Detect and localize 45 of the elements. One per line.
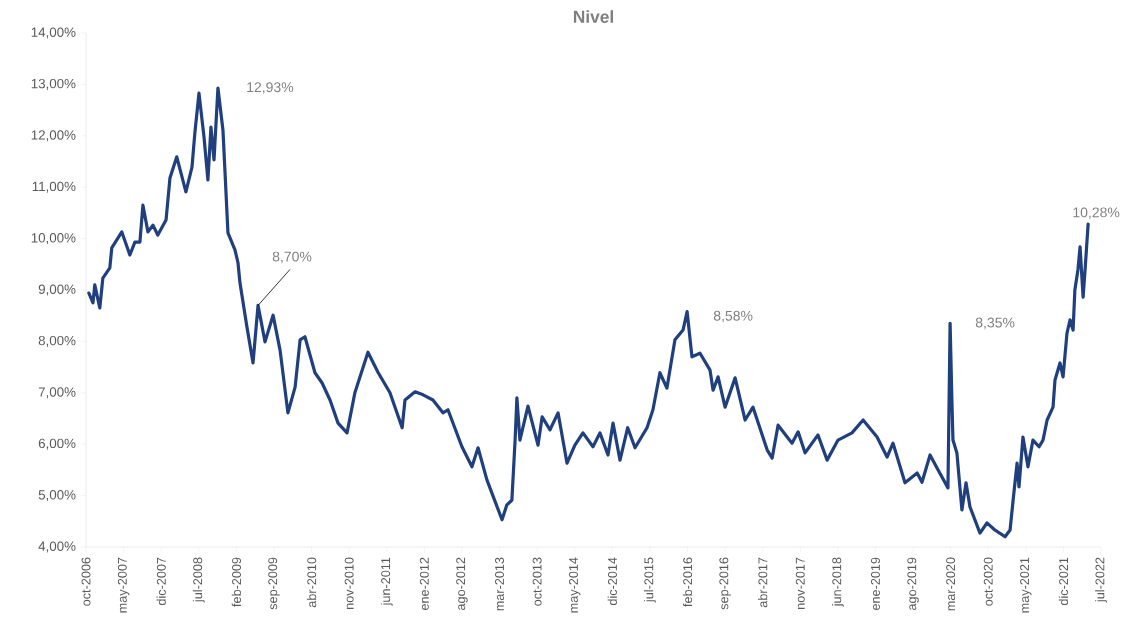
x-tick-label: ene-2012 <box>419 557 429 611</box>
y-tick-label: 11,00% <box>32 181 76 193</box>
x-tick-label: nov-2017 <box>795 557 805 610</box>
x-tick-label: mar-2013 <box>495 557 505 611</box>
x-tick-label: dic-2007 <box>156 557 166 606</box>
x-tick-label: jul-2022 <box>1095 557 1107 603</box>
y-tick-label: 12,00% <box>31 130 76 142</box>
x-tick-label: ene-2019 <box>870 557 880 611</box>
y-tick-label: 6,00% <box>38 438 76 450</box>
annotation: 10,28% <box>1073 207 1120 219</box>
annotation: 12,93% <box>247 82 294 94</box>
x-tick-label: oct-2006 <box>81 557 91 606</box>
x-tick-label: may-2007 <box>117 557 130 613</box>
y-tick-label: 9,00% <box>38 284 76 296</box>
y-tick-label: 7,00% <box>38 387 76 399</box>
chart-title: Nivel <box>573 10 613 23</box>
x-tick-label: dic-2014 <box>607 557 617 606</box>
x-tick-label: abr-2017 <box>758 557 768 608</box>
annotation: 8,70% <box>272 251 312 264</box>
x-tick-label: feb-2009 <box>231 557 242 607</box>
x-tick-label: jun-2011 <box>380 557 393 606</box>
annotation: 8,35% <box>975 317 1015 330</box>
x-tick-label: nov-2010 <box>344 557 354 610</box>
x-tick-label: sep-2016 <box>719 557 731 610</box>
x-tick-label: sep-2009 <box>268 557 280 610</box>
x-tick-label: dic-2021 <box>1058 557 1069 606</box>
y-tick-label: 4,00% <box>38 541 76 553</box>
x-tick-label: jun-2018 <box>831 557 844 607</box>
x-tick-label: mar-2020 <box>946 557 956 611</box>
x-tick-label: jul-2008 <box>192 557 205 603</box>
x-tick-label: abr-2010 <box>306 557 317 608</box>
y-tick-label: 5,00% <box>38 490 76 502</box>
y-tick-label: 8,00% <box>38 335 76 347</box>
x-tick-label: oct-2013 <box>532 557 542 606</box>
x-tick-label: jul-2015 <box>643 557 656 603</box>
annotation: 8,58% <box>713 310 753 323</box>
y-tick-label: 10,00% <box>31 233 76 245</box>
y-tick-label: 13,00% <box>31 78 76 90</box>
x-tick-label: ago-2012 <box>456 557 468 611</box>
x-tick-label: feb-2016 <box>682 557 693 607</box>
x-tick-label: oct-2020 <box>983 557 993 606</box>
x-tick-label: may-2014 <box>568 557 581 613</box>
x-tick-label: ago-2019 <box>907 557 919 611</box>
y-tick-label: 14,00% <box>31 27 76 39</box>
x-tick-label: may-2021 <box>1020 557 1032 613</box>
